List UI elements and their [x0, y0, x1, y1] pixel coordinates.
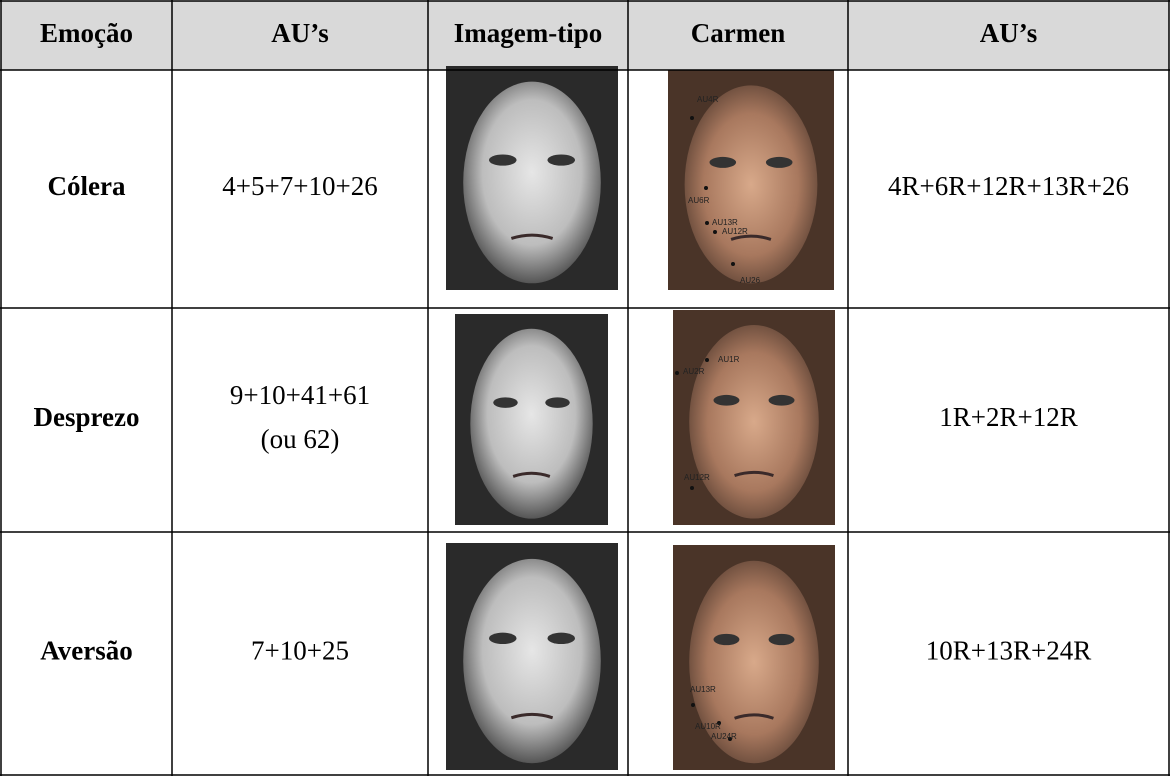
- au-label: AU2R: [683, 367, 705, 376]
- au-label: AU13R: [712, 218, 738, 227]
- carmen-aus: 1R+2R+12R: [939, 402, 1077, 432]
- au-label: AU4R: [697, 95, 719, 104]
- au-label: AU6R: [688, 196, 710, 205]
- aus: 7+10+25: [251, 636, 349, 666]
- face: [463, 558, 601, 764]
- mouth: [734, 713, 774, 720]
- face: [689, 560, 819, 764]
- emotion: Aversão: [40, 636, 132, 666]
- emotion: Cólera: [48, 171, 126, 201]
- au-point: [731, 262, 735, 266]
- aus: 9+10+41+61: [230, 380, 370, 410]
- header-background: [1, 1, 1169, 70]
- au-point: [705, 221, 709, 225]
- au-label: AU13R: [690, 685, 716, 694]
- aus: (ou 62): [261, 424, 340, 454]
- au-point: [717, 721, 721, 725]
- eye: [713, 633, 740, 646]
- eye: [765, 156, 793, 168]
- au-label: AU12R: [684, 473, 710, 482]
- au-point: [690, 116, 694, 120]
- aus: 4+5+7+10+26: [222, 171, 377, 201]
- au-point: [691, 703, 695, 707]
- eye: [489, 154, 517, 166]
- au-point: [675, 371, 679, 375]
- eye: [493, 397, 518, 408]
- mouth: [510, 712, 554, 720]
- face: [684, 85, 818, 284]
- carmen-aus: 10R+13R+24R: [926, 636, 1091, 666]
- face: [689, 325, 819, 519]
- au-label: AU12R: [722, 227, 748, 236]
- header-cell: Imagem-tipo: [454, 18, 602, 48]
- au-point: [690, 486, 694, 490]
- au-label: AU24R: [711, 732, 737, 741]
- face: [470, 328, 593, 519]
- header-cell: Emoção: [40, 18, 133, 48]
- mouth: [510, 233, 554, 240]
- au-label: AU1R: [718, 355, 740, 364]
- carmen-aus: 4R+6R+12R+13R+26: [888, 171, 1129, 201]
- header-cell: Carmen: [691, 18, 785, 48]
- au-point: [705, 358, 709, 362]
- header-cell: AU’s: [980, 18, 1038, 48]
- au-label: AU26: [740, 276, 761, 285]
- au-label: AU10R: [695, 722, 721, 731]
- eye: [768, 633, 795, 646]
- mouth: [730, 234, 772, 241]
- au-point: [704, 186, 708, 190]
- eye: [489, 632, 517, 645]
- header-cell: AU’s: [271, 18, 329, 48]
- mouth: [734, 470, 774, 477]
- face: [463, 81, 601, 284]
- eye: [709, 156, 737, 168]
- mouth: [512, 471, 551, 478]
- emotion: Desprezo: [34, 402, 140, 432]
- eye: [768, 394, 795, 406]
- eye: [545, 397, 570, 408]
- eye: [713, 394, 740, 406]
- eye: [547, 632, 575, 645]
- eye: [547, 154, 575, 166]
- au-point: [713, 230, 717, 234]
- au-point: [728, 737, 732, 741]
